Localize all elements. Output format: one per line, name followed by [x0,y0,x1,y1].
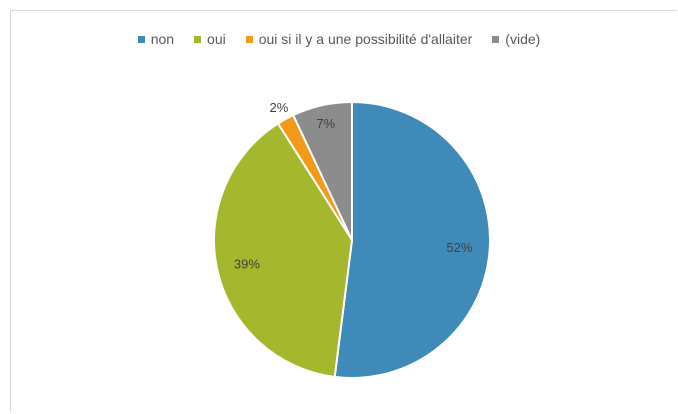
label-vide: 7% [316,116,335,131]
legend-item-oui-si-allaiter: oui si il y a une possibilité d'allaiter [245,31,473,47]
legend-label-oui: oui [207,31,226,47]
legend-swatch-vide [492,35,500,43]
legend-label-vide: (vide) [505,31,541,47]
legend-swatch-oui [194,35,202,43]
label-oui-si-allaiter: 2% [269,100,288,115]
legend-label-non: non [150,31,175,47]
legend-item-non: non [137,31,175,47]
legend-swatch-non [137,35,145,43]
label-oui: 39% [234,256,260,271]
legend-label-oui-si-allaiter: oui si il y a une possibilité d'allaiter [258,31,473,47]
slice-non [333,100,491,379]
slice-vide [291,100,353,241]
legend-swatch-oui-si-allaiter [245,35,253,43]
label-non: 52% [446,240,472,255]
legend-item-vide: (vide) [492,31,540,47]
chart-legend: non oui oui si il y a une possibilité d'… [0,31,678,47]
legend-item-oui: oui [194,31,226,47]
